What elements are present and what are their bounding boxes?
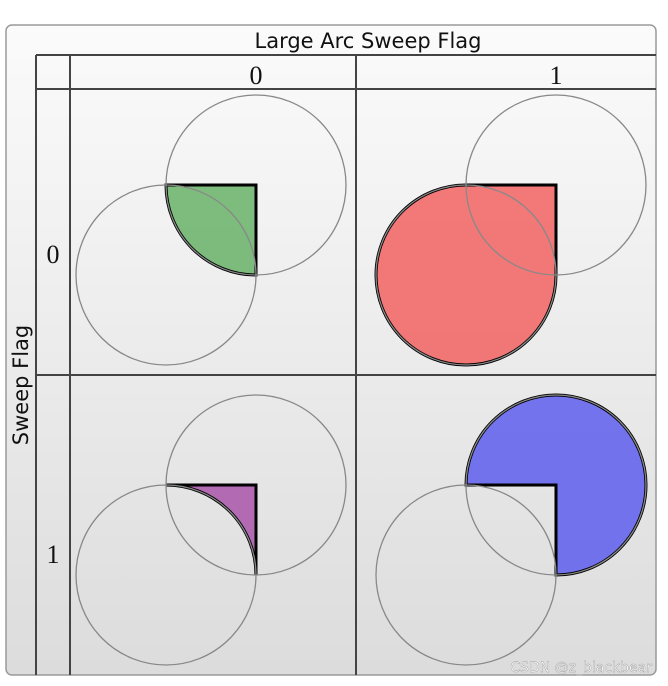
row-title: Sweep Flag <box>9 325 33 445</box>
grid <box>35 54 656 675</box>
cells <box>75 94 648 666</box>
guide-circle <box>75 484 257 666</box>
row-label: 1 <box>47 540 60 569</box>
column-label: 0 <box>250 61 263 90</box>
row-label: 0 <box>47 240 60 269</box>
panel <box>5 24 657 676</box>
watermark: CSDN @z_blackbear <box>510 660 652 676</box>
column-label: 1 <box>550 61 563 90</box>
column-title: Large Arc Sweep Flag <box>255 29 482 53</box>
guide-circle <box>375 184 557 366</box>
arc-shape <box>374 183 558 367</box>
guide-circle <box>75 184 257 366</box>
guide-circle <box>375 484 557 666</box>
